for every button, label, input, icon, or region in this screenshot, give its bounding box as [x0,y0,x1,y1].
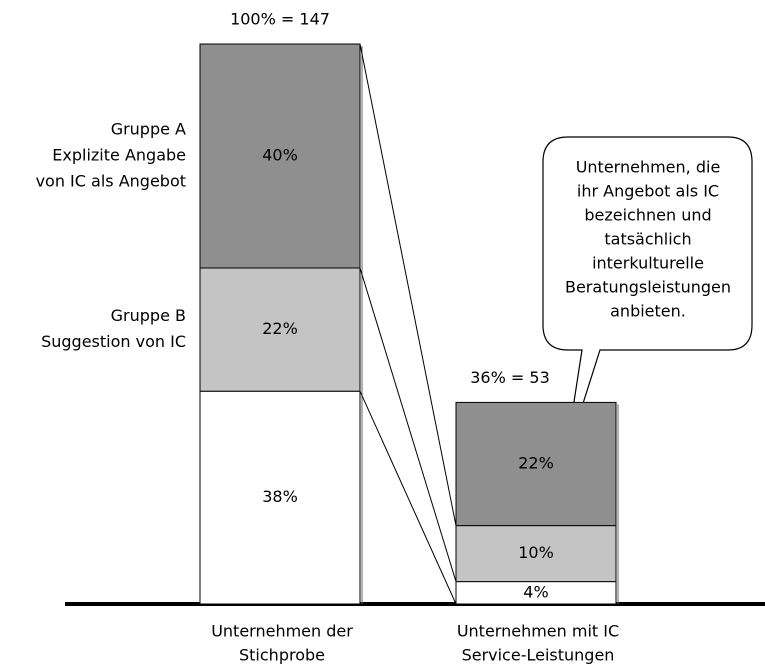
annotation: ihr Angebot als IC [577,182,719,201]
annotation: tatsächlich [604,230,691,249]
value-label: 10% [518,543,554,562]
annotation: interkulturelle [592,254,704,273]
total-label: 100% = 147 [230,10,330,29]
value-label: 22% [262,319,298,338]
x-tick-label: Unternehmen mit IC [457,622,619,641]
legend-description: Explizite Angabe [52,146,186,165]
annotation: bezeichnen und [584,206,711,225]
connector [359,390,457,605]
x-tick-label: Unternehmen der [211,622,353,641]
value-label: 40% [262,146,298,165]
value-label: 22% [518,454,554,473]
legend-description: Suggestion von IC [41,332,186,351]
bar-segment [199,43,361,269]
legend-description: von IC als Angebot [36,172,186,191]
value-label: 38% [262,487,298,506]
connector [359,43,457,526]
connector [359,267,457,582]
x-tick-label: Stichprobe [239,646,325,665]
total-label: 36% = 53 [470,368,550,387]
legend-label: Gruppe A [111,120,186,139]
x-tick-label: Service-Leistungen [462,646,615,665]
legend-label: Gruppe B [111,306,186,325]
annotation: Beratungsleistungen [565,278,731,297]
annotation: Unternehmen, die [576,158,721,177]
value-label: 4% [523,582,548,601]
bar-segment [455,401,617,527]
bar-segment [455,525,617,583]
annotation: anbieten. [610,302,686,321]
bar-segment [199,390,361,605]
